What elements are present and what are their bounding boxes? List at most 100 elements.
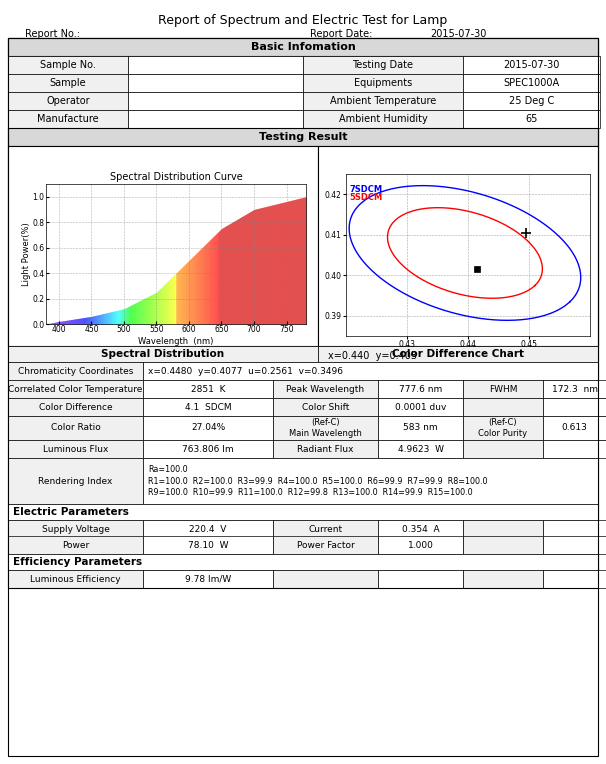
Bar [463, 570, 543, 588]
Text: Report No.:: Report No.: [25, 29, 80, 39]
Text: (Ref-C)
Main Wavelength: (Ref-C) Main Wavelength [289, 419, 362, 438]
Bar [378, 440, 463, 458]
Bar [143, 570, 273, 588]
Bar [8, 38, 598, 56]
Text: Color Difference Chart: Color Difference Chart [392, 349, 524, 359]
Text: Current: Current [308, 525, 342, 533]
Text: 27.04%: 27.04% [191, 423, 225, 432]
Bar [378, 398, 463, 416]
Text: x=0.440  y=0.403: x=0.440 y=0.403 [328, 351, 417, 361]
Text: Efficiency Parameters: Efficiency Parameters [13, 557, 142, 567]
Bar [8, 520, 143, 538]
Bar [8, 346, 318, 362]
Bar [8, 92, 128, 110]
Text: Power: Power [62, 540, 89, 549]
Text: 4.9623  W: 4.9623 W [398, 445, 444, 454]
Bar [463, 398, 543, 416]
Text: Sample: Sample [50, 78, 86, 88]
Text: 4.1  SDCM: 4.1 SDCM [185, 403, 231, 412]
Bar [463, 110, 600, 128]
Text: SPEC1000A: SPEC1000A [504, 78, 559, 88]
Text: 583 nm: 583 nm [403, 423, 438, 432]
Text: Ra=100.0
R1=100.0  R2=100.0  R3=99.9  R4=100.0  R5=100.0  R6=99.9  R7=99.9  R8=1: Ra=100.0 R1=100.0 R2=100.0 R3=99.9 R4=10… [148, 465, 487, 497]
Text: x=0.4480  y=0.4077  u=0.2561  v=0.3496: x=0.4480 y=0.4077 u=0.2561 v=0.3496 [148, 367, 343, 375]
Text: Testing Result: Testing Result [259, 132, 347, 142]
Text: 777.6 nm: 777.6 nm [399, 384, 442, 393]
Bar [463, 440, 543, 458]
Bar [318, 346, 598, 362]
Text: Ambient Humidity: Ambient Humidity [339, 114, 427, 124]
Text: Spectral Distribution: Spectral Distribution [101, 349, 225, 359]
Bar [543, 536, 606, 554]
Bar [543, 520, 606, 538]
Text: 7SDCM: 7SDCM [349, 185, 382, 194]
Text: 2015-07-30: 2015-07-30 [504, 60, 560, 70]
Text: 0.613: 0.613 [562, 423, 587, 432]
Bar [128, 74, 303, 92]
Bar [273, 570, 378, 588]
Text: 2851  K: 2851 K [191, 384, 225, 393]
Text: FWHM: FWHM [489, 384, 518, 393]
Text: Chromaticity Coordinates: Chromaticity Coordinates [18, 367, 133, 375]
Text: 0.354  A: 0.354 A [402, 525, 439, 533]
Bar [318, 146, 598, 346]
Text: 0.0001 duv: 0.0001 duv [395, 403, 446, 412]
Text: Color Shift: Color Shift [302, 403, 349, 412]
Bar [463, 416, 543, 440]
Bar [143, 536, 273, 554]
Bar [378, 536, 463, 554]
Text: Equipments: Equipments [354, 78, 412, 88]
Y-axis label: Light Power(%): Light Power(%) [22, 222, 31, 286]
Bar [463, 56, 600, 74]
Text: Power Factor: Power Factor [296, 540, 355, 549]
Bar [463, 520, 543, 538]
Bar [128, 110, 303, 128]
Bar [143, 398, 273, 416]
Bar [8, 38, 598, 588]
Text: (Ref-C)
Color Purity: (Ref-C) Color Purity [479, 419, 528, 438]
Text: Report of Spectrum and Electric Test for Lamp: Report of Spectrum and Electric Test for… [158, 14, 448, 27]
Bar [303, 56, 463, 74]
Bar [273, 398, 378, 416]
Bar [378, 380, 463, 398]
Bar [143, 362, 598, 380]
Text: 25 Deg C: 25 Deg C [509, 96, 554, 106]
Bar [543, 440, 606, 458]
Text: 220.4  V: 220.4 V [189, 525, 227, 533]
Text: Correlated Color Temperature: Correlated Color Temperature [8, 384, 142, 393]
Text: 5SDCM: 5SDCM [349, 193, 382, 202]
Bar [303, 74, 463, 92]
Bar [8, 128, 598, 146]
Bar [273, 520, 378, 538]
Bar [8, 554, 598, 570]
Text: 763.806 lm: 763.806 lm [182, 445, 234, 454]
Bar [543, 380, 606, 398]
Text: Color Difference: Color Difference [39, 403, 112, 412]
Bar [303, 92, 463, 110]
Bar [8, 56, 128, 74]
Text: 9.78 lm/W: 9.78 lm/W [185, 575, 231, 584]
Text: 2015-07-30: 2015-07-30 [430, 29, 487, 39]
Bar [8, 536, 143, 554]
Bar [543, 416, 606, 440]
Text: Supply Voltage: Supply Voltage [42, 525, 110, 533]
Bar [8, 146, 318, 346]
Text: 65: 65 [525, 114, 538, 124]
Text: Electric Parameters: Electric Parameters [13, 507, 129, 517]
Bar [378, 570, 463, 588]
Bar [378, 416, 463, 440]
X-axis label: Wavelength  (nm): Wavelength (nm) [138, 337, 214, 346]
Bar [8, 416, 143, 440]
Bar [128, 92, 303, 110]
Bar [273, 536, 378, 554]
Bar [8, 362, 143, 380]
Bar [8, 110, 128, 128]
Text: Basic Infomation: Basic Infomation [251, 42, 355, 52]
Bar [273, 416, 378, 440]
Bar [143, 416, 273, 440]
Text: Radiant Flux: Radiant Flux [298, 445, 354, 454]
Text: Color Ratio: Color Ratio [51, 423, 101, 432]
Text: 172.3  nm: 172.3 nm [551, 384, 598, 393]
Bar [378, 520, 463, 538]
Bar [463, 536, 543, 554]
